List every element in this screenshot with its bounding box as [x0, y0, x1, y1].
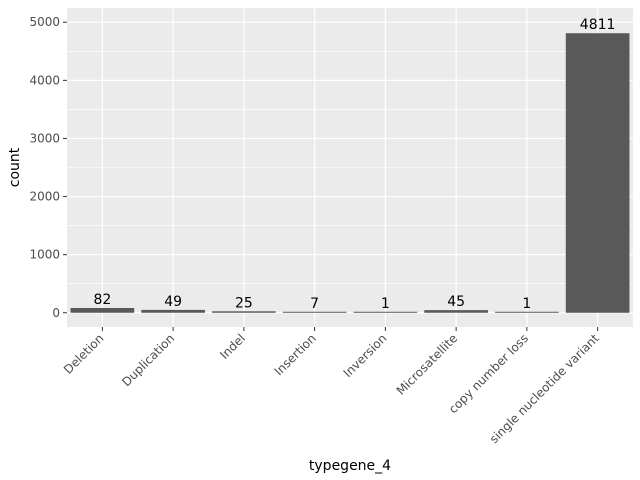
bar	[565, 33, 630, 313]
data-label: 4811	[580, 17, 616, 33]
y-axis: 0 1000 2000 3000 4000 5000	[29, 15, 67, 320]
bar	[424, 310, 488, 313]
bar	[495, 311, 559, 313]
y-tick-label: 0	[52, 306, 60, 320]
data-label: 82	[93, 292, 111, 308]
y-tick-label: 5000	[29, 15, 60, 29]
y-axis-title: count	[7, 147, 23, 187]
x-tick-label: Indel	[217, 331, 248, 362]
x-tick-label: Insertion	[272, 331, 319, 378]
y-tick-label: 1000	[29, 248, 60, 262]
data-label: 1	[522, 296, 531, 312]
data-label: 45	[447, 294, 465, 310]
bar	[141, 309, 205, 313]
data-label: 49	[164, 294, 182, 310]
x-tick-label: Microsatellite	[394, 331, 461, 398]
data-label: 1	[381, 296, 390, 312]
x-tick-label: Duplication	[119, 331, 177, 389]
bar	[353, 311, 418, 313]
y-tick-label: 2000	[29, 190, 60, 204]
data-labels: 82 49 25 7 1 45 1 4811	[93, 17, 615, 312]
y-tick-label: 3000	[29, 131, 60, 145]
data-label: 7	[310, 296, 319, 312]
bar	[282, 311, 347, 313]
grid-minor	[67, 50, 633, 285]
bars	[70, 33, 630, 313]
y-tick-label: 4000	[29, 73, 60, 87]
x-axis: Deletion Duplication Indel Insertion Inversi…	[61, 327, 602, 446]
x-tick-label: Inversion	[341, 331, 390, 380]
x-tick-label: Deletion	[61, 331, 106, 376]
x-axis-title: typegene_4	[309, 458, 391, 474]
data-label: 25	[235, 295, 253, 311]
bar	[70, 307, 135, 313]
bar	[212, 311, 276, 313]
